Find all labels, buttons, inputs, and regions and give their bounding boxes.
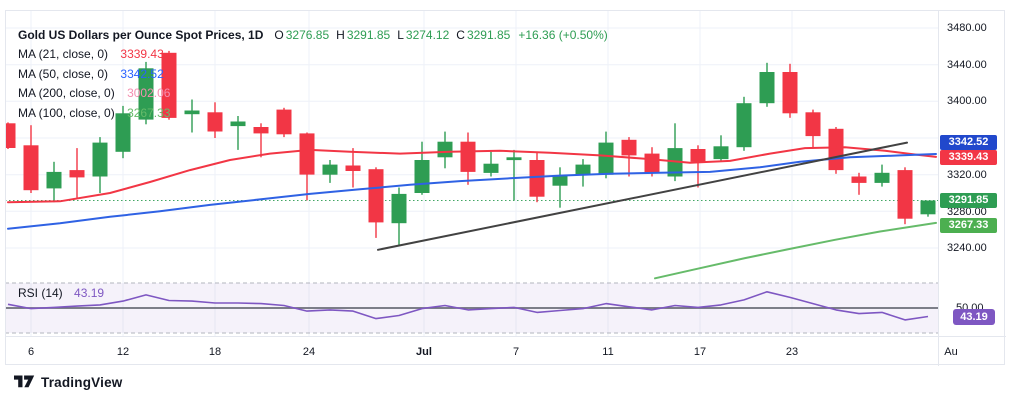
time-axis-label: 11 <box>602 346 614 358</box>
candle[interactable] <box>69 148 85 198</box>
ohlc-letter: H <box>336 28 345 42</box>
price-axis-separator <box>938 10 939 366</box>
ma-legend-label: MA (100, close, 0) <box>18 105 115 120</box>
symbol-title: Gold US Dollars per Ounce Spot Prices, 1… <box>18 28 264 42</box>
ohlc-value: 3291.85 <box>466 28 511 42</box>
candle[interactable] <box>207 102 223 138</box>
price-badge-ma21: 3339.43 <box>940 149 997 165</box>
price-badge-ma100: 3267.33 <box>940 217 997 233</box>
price-axis-label: 3240.00 <box>947 242 987 254</box>
ma-legend: MA (21, close, 0) 3339.43 MA (50, close,… <box>18 45 610 123</box>
time-axis-label: 17 <box>693 346 707 358</box>
tradingview-logo[interactable]: TradingView <box>14 374 122 390</box>
candle[interactable] <box>552 167 568 208</box>
candle[interactable] <box>805 109 821 148</box>
candle[interactable] <box>46 161 62 203</box>
time-axis-label: Jul <box>416 346 432 358</box>
candle[interactable] <box>851 172 867 195</box>
ohlc-letter: L <box>397 28 404 42</box>
ohlc-value: 3291.85 <box>346 28 391 42</box>
trend-line[interactable] <box>377 141 908 251</box>
time-axis-label: 18 <box>208 346 222 358</box>
ma-legend-row[interactable]: MA (50, close, 0) 3342.52 <box>18 65 610 85</box>
ma-legend-row[interactable]: MA (100, close, 0) 3267.33 <box>18 104 610 124</box>
candle[interactable] <box>782 63 798 118</box>
price-axis-label: 3280.00 <box>947 206 987 218</box>
candle[interactable] <box>759 62 775 107</box>
rsi-line[interactable] <box>7 290 929 321</box>
ma-legend-value: 3339.43 <box>120 47 164 61</box>
candle[interactable] <box>460 132 476 185</box>
candle[interactable] <box>414 141 430 195</box>
candle[interactable] <box>437 131 453 169</box>
candle[interactable] <box>575 159 591 187</box>
time-axis-label: 24 <box>302 346 316 358</box>
ma-legend-label: MA (50, close, 0) <box>18 66 109 81</box>
ma50-line[interactable] <box>7 153 937 230</box>
candle[interactable] <box>483 151 499 177</box>
candle[interactable] <box>736 96 752 151</box>
ma-legend-row[interactable]: MA (21, close, 0) 3339.43 <box>18 45 610 65</box>
time-axis-label: 12 <box>116 346 130 358</box>
price-axis-label: 3400.00 <box>947 95 987 107</box>
price-axis-label: 3320.00 <box>947 169 987 181</box>
ma-legend-value: 3342.52 <box>120 66 164 81</box>
candle[interactable] <box>368 167 384 238</box>
candle[interactable] <box>322 160 338 183</box>
candle[interactable] <box>1 122 16 149</box>
candle[interactable] <box>253 123 269 158</box>
ma-legend-label: MA (21, close, 0) <box>18 47 109 61</box>
candle[interactable] <box>828 127 844 174</box>
symbol-title-row[interactable]: Gold US Dollars per Ounce Spot Prices, 1… <box>18 26 610 45</box>
time-axis-label: 6 <box>27 346 35 358</box>
legend: Gold US Dollars per Ounce Spot Prices, 1… <box>18 26 610 123</box>
ohlc-readout: O 3276.85 H 3291.85 L 3274.12 C 3291.85 +16.36 (… <box>269 28 609 42</box>
candle[interactable] <box>299 132 315 201</box>
ma-legend-value: 3002.06 <box>127 86 171 100</box>
price-axis-label: 3440.00 <box>947 59 987 71</box>
time-axis-separator <box>5 336 1006 337</box>
candle[interactable] <box>391 187 407 246</box>
tradingview-logo-icon <box>14 375 35 388</box>
tradingview-logo-text: TradingView <box>41 374 123 390</box>
rsi-indicator-label[interactable]: RSI (14) 43.19 <box>18 286 104 300</box>
ma-legend-label: MA (200, close, 0) <box>18 86 115 100</box>
change-value: +16.36 (+0.50%) <box>518 28 608 42</box>
price-axis-label: 3480.00 <box>947 22 987 34</box>
ohlc-value: 3276.85 <box>285 28 330 42</box>
candle[interactable] <box>713 135 729 162</box>
ma-legend-row[interactable]: MA (200, close, 0) 3002.06 <box>18 84 610 104</box>
candle[interactable] <box>115 105 131 159</box>
candle[interactable] <box>920 200 936 217</box>
candle[interactable] <box>230 116 246 150</box>
candle[interactable] <box>276 107 292 138</box>
rsi-indicator-name: RSI (14) <box>18 286 63 300</box>
ohlc-letter: O <box>274 28 284 42</box>
rsi-value-badge: 43.19 <box>953 308 995 325</box>
candle[interactable] <box>506 149 522 201</box>
ohlc-letter: C <box>456 28 465 42</box>
candle[interactable] <box>874 164 890 187</box>
ma21-line[interactable] <box>7 146 937 204</box>
time-axis-label: Au <box>944 346 958 358</box>
price-badge-last-close: 3291.85 <box>940 193 997 208</box>
candle[interactable] <box>161 50 177 120</box>
candle[interactable] <box>23 125 39 193</box>
candle[interactable] <box>897 167 913 225</box>
candle[interactable] <box>690 145 706 188</box>
candle[interactable] <box>345 148 361 188</box>
candle[interactable] <box>184 99 200 133</box>
candle[interactable] <box>92 137 108 193</box>
candle[interactable] <box>138 61 154 125</box>
price-badge-ma50: 3342.52 <box>940 134 997 150</box>
ma100-line[interactable] <box>654 221 937 280</box>
ma-legend-value: 3267.33 <box>127 105 171 120</box>
ohlc-value: 3274.12 <box>405 28 450 42</box>
rsi-indicator-value: 43.19 <box>74 286 105 300</box>
time-axis-label: 7 <box>512 346 520 358</box>
time-axis-label: 23 <box>785 346 799 358</box>
